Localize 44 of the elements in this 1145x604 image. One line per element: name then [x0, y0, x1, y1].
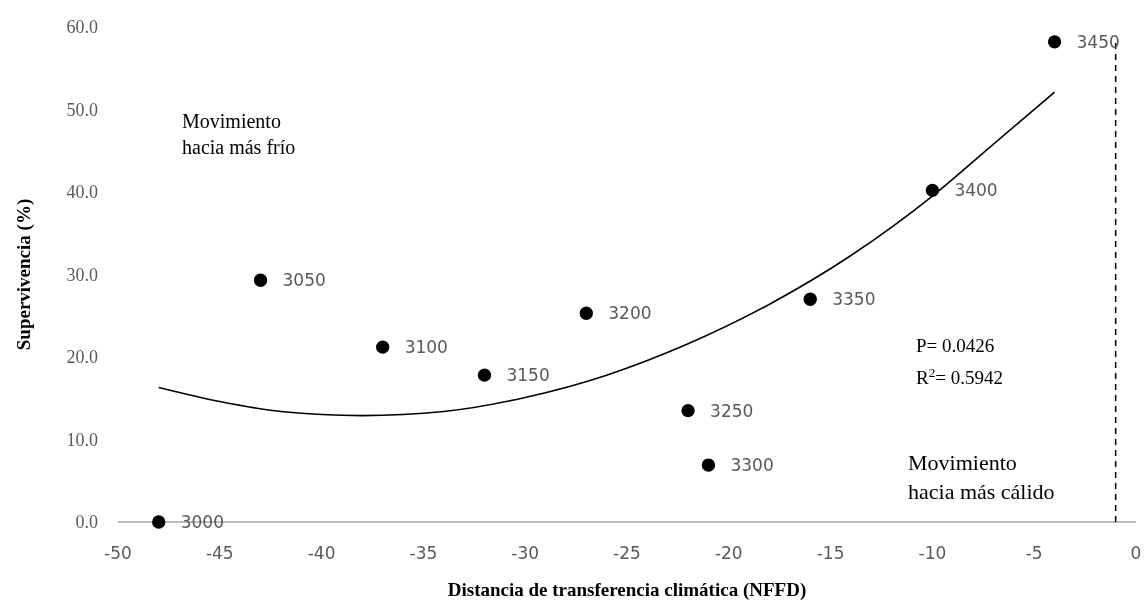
- annotation: 3100: [404, 337, 448, 358]
- annotation: 3150: [506, 365, 550, 386]
- x-tick-label: -45: [205, 543, 234, 563]
- point: [477, 368, 492, 382]
- point: [803, 292, 817, 306]
- x-tick-label: -25: [613, 543, 641, 563]
- annotation: 3250: [710, 400, 754, 421]
- point: [681, 403, 695, 418]
- annotation: P= 0.0426: [916, 335, 995, 356]
- point: [253, 273, 268, 287]
- y-axis-title: Supervivencia (%): [13, 198, 35, 351]
- annotation: 3350: [832, 289, 876, 310]
- annotation: 3200: [608, 303, 652, 324]
- x-tick-label: -30: [511, 543, 540, 563]
- y-tick-label: 20.0: [66, 347, 98, 367]
- annotation: Movimiento hacia más frío: [182, 110, 296, 158]
- x-tick-label: 0: [1130, 543, 1142, 563]
- x-axis-title: Distancia de transferencia climática (NFFD): [447, 579, 807, 601]
- point: [579, 306, 593, 320]
- annotation: 3050: [282, 270, 326, 291]
- annotation: 3400: [954, 180, 998, 201]
- x-tick-label: -40: [307, 543, 336, 563]
- line-series: [157, 91, 1056, 417]
- y-tick-label: 60.0: [66, 17, 98, 37]
- x-tick-label: -20: [714, 543, 743, 563]
- y-tick-label: 50.0: [66, 99, 98, 120]
- point: [1047, 35, 1062, 49]
- annotation: 3000: [180, 512, 224, 532]
- annotation: 3300: [730, 455, 774, 476]
- x-tick-label: -10: [918, 543, 947, 563]
- annotation: Movimiento hacia más cálido: [908, 450, 1055, 504]
- point: [701, 458, 716, 472]
- x-tick-label: -35: [409, 543, 438, 563]
- x-tick-label: -5: [1025, 543, 1043, 563]
- point: [152, 515, 166, 529]
- x-tick-label: -15: [816, 543, 845, 563]
- annotation: 3450: [1076, 31, 1120, 52]
- y-tick-label: 40.0: [66, 182, 98, 202]
- annotation: R$^{2}$= 0.5942: [916, 364, 1004, 388]
- x-tick-label: -50: [104, 543, 132, 563]
- y-tick-label: 0.0: [75, 512, 98, 532]
- y-tick-label: 30.0: [66, 264, 98, 285]
- y-tick-label: 10.0: [66, 429, 98, 450]
- point: [376, 340, 390, 354]
